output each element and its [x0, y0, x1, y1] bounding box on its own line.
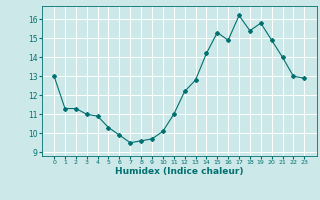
X-axis label: Humidex (Indice chaleur): Humidex (Indice chaleur): [115, 167, 244, 176]
